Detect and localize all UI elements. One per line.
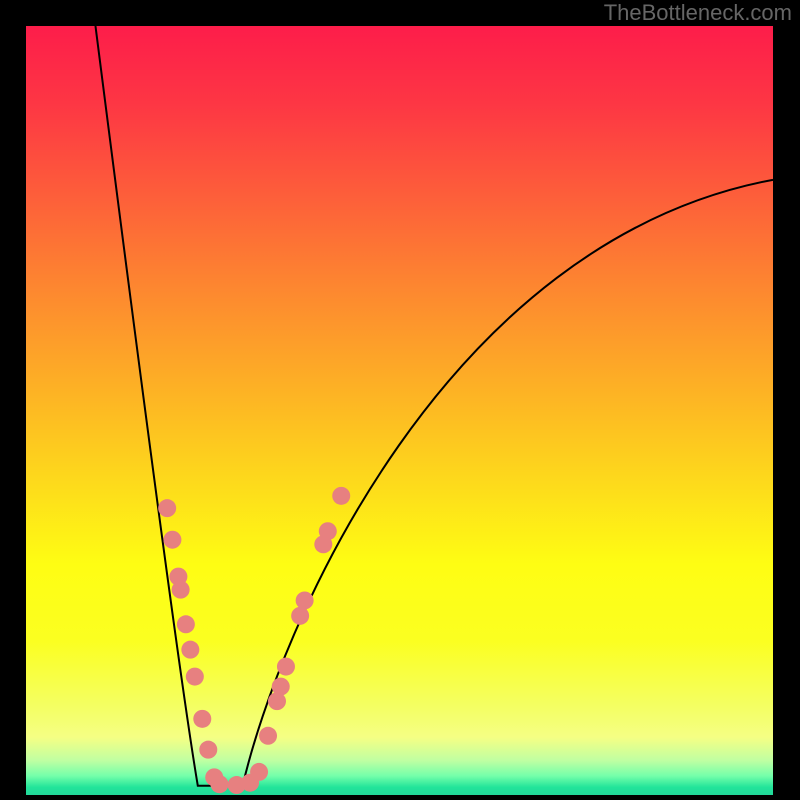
data-dot <box>259 727 277 745</box>
data-dot <box>250 763 268 781</box>
outer-frame <box>0 0 800 800</box>
data-dot <box>296 591 314 609</box>
data-dot <box>186 668 204 686</box>
data-dot <box>177 615 195 633</box>
data-dot <box>199 741 217 759</box>
data-dot <box>291 607 309 625</box>
data-dot <box>272 678 290 696</box>
chart-svg <box>26 26 773 795</box>
data-dot <box>210 775 228 793</box>
data-dot <box>181 641 199 659</box>
data-dot <box>172 581 190 599</box>
data-dot <box>193 710 211 728</box>
plot-area <box>26 26 773 795</box>
data-dot <box>332 487 350 505</box>
data-dot <box>319 522 337 540</box>
data-dot <box>158 499 176 517</box>
data-dot <box>277 658 295 676</box>
data-dot <box>163 531 181 549</box>
watermark-text: TheBottleneck.com <box>604 0 792 26</box>
